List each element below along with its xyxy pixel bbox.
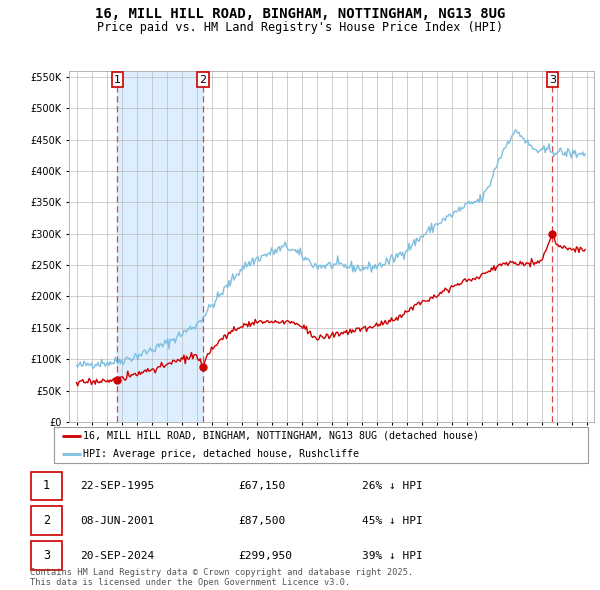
Text: 16, MILL HILL ROAD, BINGHAM, NOTTINGHAM, NG13 8UG: 16, MILL HILL ROAD, BINGHAM, NOTTINGHAM,… (95, 7, 505, 21)
Text: £87,500: £87,500 (238, 516, 286, 526)
Bar (118, 71, 203, 422)
Text: 26% ↓ HPI: 26% ↓ HPI (362, 481, 423, 491)
Text: £67,150: £67,150 (238, 481, 286, 491)
Text: 08-JUN-2001: 08-JUN-2001 (80, 516, 155, 526)
Text: 3: 3 (549, 74, 556, 84)
Text: 1: 1 (114, 74, 121, 84)
Text: 1: 1 (43, 479, 50, 492)
Text: 20-SEP-2024: 20-SEP-2024 (80, 550, 155, 560)
FancyBboxPatch shape (31, 542, 62, 570)
Text: 2: 2 (200, 74, 206, 84)
Text: Contains HM Land Registry data © Crown copyright and database right 2025.
This d: Contains HM Land Registry data © Crown c… (30, 568, 413, 587)
Text: 22-SEP-1995: 22-SEP-1995 (80, 481, 155, 491)
Text: HPI: Average price, detached house, Rushcliffe: HPI: Average price, detached house, Rush… (83, 449, 359, 459)
Text: £299,950: £299,950 (238, 550, 292, 560)
Text: Price paid vs. HM Land Registry's House Price Index (HPI): Price paid vs. HM Land Registry's House … (97, 21, 503, 34)
Text: 45% ↓ HPI: 45% ↓ HPI (362, 516, 423, 526)
FancyBboxPatch shape (31, 471, 62, 500)
Text: 39% ↓ HPI: 39% ↓ HPI (362, 550, 423, 560)
FancyBboxPatch shape (31, 506, 62, 535)
Text: 3: 3 (43, 549, 50, 562)
Text: 2: 2 (43, 514, 50, 527)
Text: 16, MILL HILL ROAD, BINGHAM, NOTTINGHAM, NG13 8UG (detached house): 16, MILL HILL ROAD, BINGHAM, NOTTINGHAM,… (83, 431, 479, 441)
